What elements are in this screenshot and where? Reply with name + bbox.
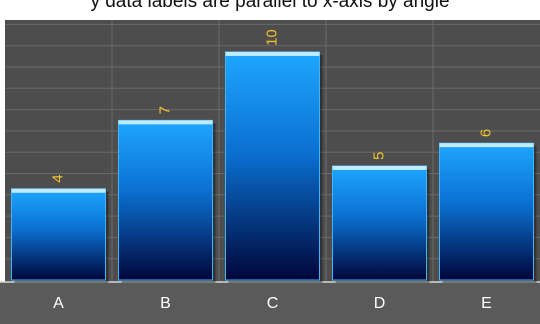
bar-E (439, 142, 534, 281)
category-label-D: D (374, 295, 386, 312)
bar-highlight (11, 188, 106, 193)
category-label-A: A (53, 295, 64, 312)
value-label-C: 10 (263, 29, 280, 46)
bar-highlight (332, 165, 427, 170)
value-labels: 4 7 10 5 6 (49, 29, 494, 183)
value-label-B: 7 (156, 106, 173, 114)
bar-A (11, 188, 106, 281)
category-label-E: E (481, 295, 492, 312)
bar-C (225, 51, 320, 281)
chart-caption: y data labels are parallel to x-axis by … (90, 0, 450, 12)
category-labels: A B C D E (53, 295, 492, 312)
bar-B (118, 119, 213, 281)
value-label-E: 6 (477, 129, 494, 137)
bars (11, 51, 537, 283)
bar-highlight (225, 51, 320, 56)
bar-highlight (439, 143, 534, 148)
value-label-A: 4 (49, 174, 66, 182)
value-label-D: 5 (370, 152, 387, 160)
x-axis-band (0, 282, 540, 324)
category-label-C: C (267, 295, 279, 312)
category-label-B: B (160, 295, 171, 312)
bar-D (332, 165, 427, 281)
bar-highlight (118, 120, 213, 125)
